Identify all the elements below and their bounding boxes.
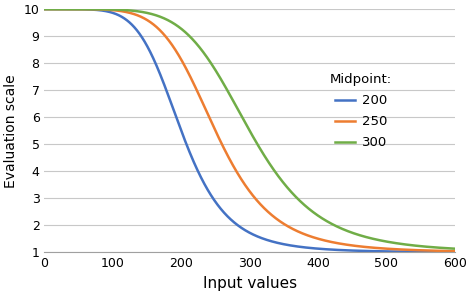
300: [365, 236, 371, 239]
300: [440, 246, 446, 250]
300: [452, 247, 458, 250]
Legend: 200, 250, 300: 200, 250, 300: [330, 73, 392, 149]
300: [41, 7, 47, 11]
250: [41, 7, 47, 11]
300: [63, 7, 68, 11]
200: [241, 228, 247, 231]
250: [230, 164, 236, 168]
200: [63, 7, 68, 11]
250: [440, 249, 446, 253]
X-axis label: Input values: Input values: [203, 276, 297, 291]
300: [440, 246, 446, 250]
Line: 200: 200: [44, 9, 455, 252]
250: [440, 249, 446, 253]
250: [241, 182, 247, 185]
300: [241, 119, 247, 122]
250: [365, 245, 371, 249]
Line: 250: 250: [44, 9, 455, 251]
200: [41, 7, 47, 11]
200: [365, 249, 371, 253]
Line: 300: 300: [44, 9, 455, 249]
250: [63, 7, 68, 11]
300: [230, 99, 236, 103]
200: [230, 220, 236, 223]
200: [440, 250, 446, 254]
200: [440, 250, 446, 254]
200: [452, 250, 458, 254]
250: [452, 249, 458, 253]
Y-axis label: Evaluation scale: Evaluation scale: [4, 74, 18, 188]
